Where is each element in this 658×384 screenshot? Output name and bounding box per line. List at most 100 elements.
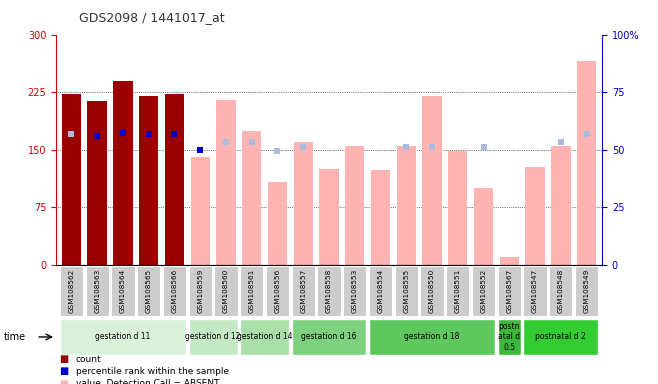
Text: GSM108552: GSM108552 (480, 269, 486, 313)
Bar (240, 319, 289, 355)
Point (143, 131, 154, 137)
Text: GSM108559: GSM108559 (197, 269, 203, 313)
Bar (113, 81, 132, 265)
Point (272, 148, 283, 154)
Text: GSM108548: GSM108548 (558, 269, 564, 313)
Text: GSM108561: GSM108561 (249, 269, 255, 313)
Text: postnatal d 2: postnatal d 2 (536, 333, 586, 341)
Point (118, 130, 128, 136)
Bar (319, 169, 339, 265)
Text: GSM108560: GSM108560 (223, 269, 229, 313)
Text: GSM108563: GSM108563 (94, 269, 100, 313)
Bar (549, 266, 572, 316)
Bar (60, 266, 83, 316)
Bar (395, 266, 418, 316)
Point (298, 144, 309, 151)
Bar (293, 142, 313, 265)
Text: GSM108567: GSM108567 (506, 269, 513, 313)
Bar (371, 170, 390, 265)
Point (195, 147, 205, 153)
Text: GSM108557: GSM108557 (300, 269, 306, 313)
Bar (189, 266, 212, 316)
Point (555, 139, 566, 145)
Bar (86, 266, 109, 316)
Point (582, 131, 592, 137)
Bar (422, 96, 442, 265)
Text: postn
atal d
0.5: postn atal d 0.5 (498, 322, 520, 352)
Bar (111, 266, 134, 316)
Bar (62, 94, 81, 265)
Point (220, 139, 231, 145)
Bar (215, 266, 238, 316)
Text: gestation d 11: gestation d 11 (95, 333, 151, 341)
Bar (317, 266, 341, 316)
Text: gestation d 18: gestation d 18 (405, 333, 460, 341)
Bar (240, 266, 263, 316)
Text: GSM108549: GSM108549 (584, 269, 590, 313)
Bar (88, 101, 107, 265)
Text: GSM108555: GSM108555 (403, 269, 409, 313)
Bar (446, 266, 469, 316)
Bar (575, 266, 598, 316)
Bar (369, 319, 495, 355)
Bar (343, 266, 367, 316)
Bar (163, 266, 186, 316)
Text: ■: ■ (59, 354, 68, 364)
Bar (60, 319, 186, 355)
Text: GSM108562: GSM108562 (68, 269, 74, 313)
Bar (137, 266, 161, 316)
Text: GSM108566: GSM108566 (172, 269, 178, 313)
Bar (216, 100, 236, 265)
Point (401, 144, 411, 151)
Bar (448, 151, 467, 265)
Point (66, 131, 76, 137)
Bar (499, 257, 519, 265)
Text: ■: ■ (59, 366, 68, 376)
Bar (474, 188, 494, 265)
Bar (139, 96, 159, 265)
Bar (524, 319, 598, 355)
Bar (191, 157, 210, 265)
Point (169, 131, 180, 137)
Bar (397, 146, 416, 265)
Bar (551, 146, 570, 265)
Point (247, 139, 257, 145)
Bar (189, 319, 238, 355)
Text: GSM108550: GSM108550 (429, 269, 435, 313)
Bar (420, 266, 443, 316)
Text: GSM108556: GSM108556 (274, 269, 280, 313)
Text: count: count (76, 354, 101, 364)
Bar (472, 266, 495, 316)
Text: GSM108551: GSM108551 (455, 269, 461, 313)
Bar (577, 61, 596, 265)
Text: GSM108554: GSM108554 (378, 269, 384, 313)
Text: GSM108564: GSM108564 (120, 269, 126, 313)
Text: value, Detection Call = ABSENT: value, Detection Call = ABSENT (76, 379, 219, 384)
Bar (497, 319, 521, 355)
Bar (497, 266, 521, 316)
Text: gestation d 12: gestation d 12 (186, 333, 241, 341)
Point (92, 133, 103, 139)
Bar (369, 266, 392, 316)
Text: GSM108547: GSM108547 (532, 269, 538, 313)
Text: GDS2098 / 1441017_at: GDS2098 / 1441017_at (79, 12, 224, 25)
Bar (266, 266, 289, 316)
Bar (291, 319, 367, 355)
Text: time: time (3, 332, 26, 342)
Text: GSM108553: GSM108553 (352, 269, 358, 313)
Text: gestation d 16: gestation d 16 (301, 333, 357, 341)
Bar (242, 131, 261, 265)
Text: GSM108558: GSM108558 (326, 269, 332, 313)
Bar (345, 146, 365, 265)
Bar (524, 266, 547, 316)
Text: percentile rank within the sample: percentile rank within the sample (76, 367, 229, 376)
Bar (291, 266, 315, 316)
Bar (526, 167, 545, 265)
Bar (268, 182, 287, 265)
Point (427, 144, 438, 151)
Bar (164, 94, 184, 265)
Point (478, 144, 489, 151)
Text: ■: ■ (59, 379, 68, 384)
Text: gestation d 14: gestation d 14 (237, 333, 292, 341)
Text: GSM108565: GSM108565 (145, 269, 152, 313)
